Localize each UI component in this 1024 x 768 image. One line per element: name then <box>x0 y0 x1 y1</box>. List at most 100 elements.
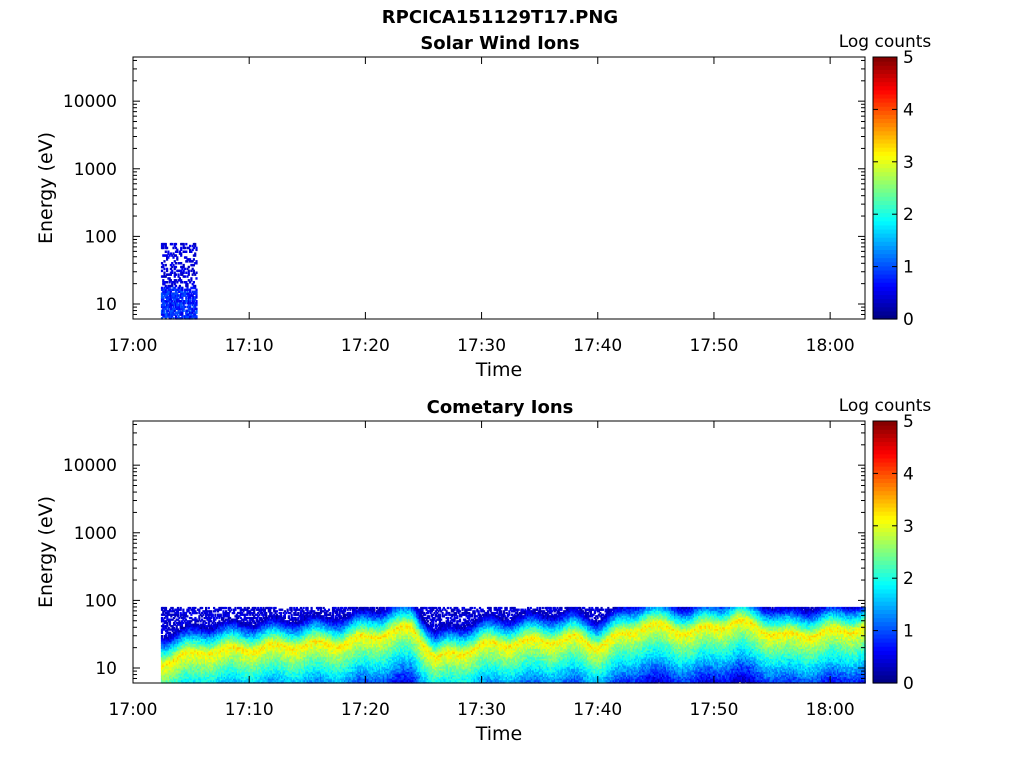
heatmap-cell <box>288 615 290 617</box>
colorbar-step <box>873 233 897 238</box>
heatmap-cell <box>188 266 190 269</box>
colorbar-tick-label: 3 <box>903 153 914 173</box>
x-tick-label: 17:00 <box>109 336 158 356</box>
heatmap-cell <box>205 622 207 624</box>
colorbar-step <box>873 303 897 308</box>
heatmap-cell <box>175 285 177 288</box>
heatmap-cell <box>184 306 186 309</box>
colorbar-step <box>873 131 897 136</box>
heatmap-data <box>161 243 198 320</box>
heatmap-cell <box>194 243 196 246</box>
heatmap-cell <box>225 607 227 609</box>
heatmap-cell <box>193 270 195 273</box>
panel-title: Cometary Ions <box>427 397 574 418</box>
colorbar-step <box>873 102 897 107</box>
heatmap-cell <box>180 262 182 265</box>
colorbar-tick-label: 1 <box>903 258 914 278</box>
y-tick-label: 10000 <box>63 92 117 112</box>
colorbar-step <box>873 106 897 111</box>
colorbar-step <box>873 184 897 189</box>
heatmap-cell <box>162 264 164 267</box>
heatmap-cell <box>195 308 197 311</box>
heatmap-cell <box>165 264 167 267</box>
heatmap-cell <box>184 268 186 271</box>
heatmap-cell <box>176 256 178 259</box>
heatmap-cell <box>271 612 273 614</box>
colorbar-step <box>873 241 897 246</box>
colorbar-step <box>873 286 897 291</box>
colorbar-step <box>873 254 897 259</box>
heatmap-cell <box>180 247 182 250</box>
heatmap-cell <box>165 251 167 254</box>
colorbar-step <box>873 196 897 201</box>
heatmap-cell <box>182 609 184 611</box>
colorbar-step <box>873 147 897 152</box>
heatmap-cell <box>175 243 177 246</box>
colorbar-step <box>873 61 897 66</box>
heatmap-cell <box>196 612 198 614</box>
y-axis-label: Energy (eV) <box>35 132 57 244</box>
heatmap-cell <box>180 607 182 609</box>
heatmap-cell <box>165 607 167 609</box>
x-axis-label: Time <box>475 359 523 381</box>
colorbar-step <box>873 311 897 316</box>
y-tick-label: 1000 <box>74 160 117 180</box>
heatmap-cell <box>190 277 192 280</box>
panel-title: Solar Wind Ions <box>420 33 579 54</box>
colorbar-step <box>873 274 897 279</box>
x-tick-label: 17:30 <box>457 336 506 356</box>
plot-frame <box>133 57 865 319</box>
colorbar-step <box>873 139 897 144</box>
heatmap-data <box>161 607 866 684</box>
heatmap-cell <box>194 252 196 255</box>
heatmap-cell <box>163 272 165 275</box>
heatmap-cell <box>183 243 185 246</box>
heatmap-cell <box>195 289 197 292</box>
heatmap-cell <box>185 272 187 275</box>
heatmap-cell <box>276 610 278 612</box>
colorbar-step <box>873 94 897 99</box>
colorbar-step <box>873 110 897 115</box>
heatmap-cell <box>220 614 222 616</box>
colorbar-step <box>873 294 897 299</box>
colorbar-step <box>873 299 897 304</box>
colorbar-step <box>873 278 897 283</box>
heatmap-cell <box>194 607 196 609</box>
heatmap-cell <box>193 258 195 261</box>
heatmap-cell <box>281 609 283 611</box>
heatmap-cell <box>210 610 212 612</box>
colorbar-tick-label: 0 <box>903 310 914 330</box>
colorbar-step <box>873 208 897 213</box>
colorbar-step <box>873 217 897 222</box>
heatmap-cell <box>186 283 188 286</box>
heatmap-cell <box>183 264 185 267</box>
heatmap-cell <box>195 315 197 318</box>
colorbar-step <box>873 151 897 156</box>
heatmap-cell <box>212 614 214 616</box>
heatmap-cell <box>248 607 250 609</box>
heatmap-cell <box>193 281 195 284</box>
heatmap-cell <box>275 607 277 609</box>
heatmap-cell <box>195 300 197 303</box>
colorbar-step <box>873 90 897 95</box>
colorbar-step <box>873 225 897 230</box>
colorbar-step <box>873 192 897 197</box>
colorbar-step <box>873 188 897 193</box>
colorbar-label: Log counts <box>839 32 932 52</box>
heatmap-cell <box>265 612 267 614</box>
heatmap-cell <box>194 285 196 288</box>
colorbar-step <box>873 249 897 254</box>
heatmap-cell <box>172 607 174 609</box>
heatmap-cell <box>175 266 177 269</box>
heatmap-cell <box>178 273 180 276</box>
x-tick-label: 17:50 <box>689 336 738 356</box>
x-tick-label: 17:40 <box>573 336 622 356</box>
heatmap-cell <box>171 243 173 246</box>
colorbar-step <box>873 98 897 103</box>
heatmap-cell <box>230 609 232 611</box>
heatmap-cell <box>175 262 177 265</box>
colorbar-step <box>873 221 897 226</box>
colorbar-step <box>873 290 897 295</box>
